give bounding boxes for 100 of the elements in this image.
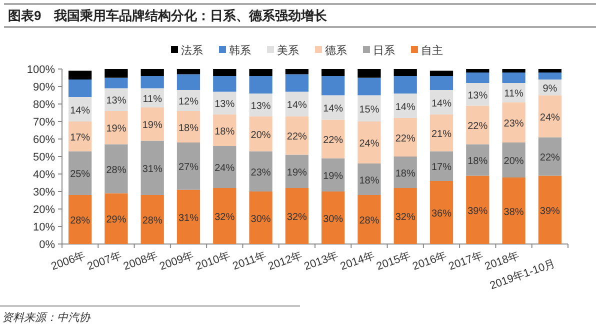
data-label: 31% — [178, 212, 199, 224]
x-tick-label: 2010年 — [194, 250, 232, 273]
bar — [285, 74, 308, 92]
legend-label: 美系 — [277, 44, 299, 57]
x-tick-label: 2007年 — [86, 250, 124, 273]
data-label: 13% — [214, 99, 235, 110]
data-label: 30% — [250, 214, 271, 225]
bar — [213, 146, 236, 188]
bar — [430, 70, 454, 76]
y-tick-label: 30% — [32, 186, 56, 198]
bar — [249, 116, 272, 152]
bar — [502, 142, 526, 178]
data-label: 14% — [431, 98, 452, 110]
bar — [502, 69, 526, 72]
bar — [394, 188, 417, 244]
x-tick-label: 2013年 — [302, 250, 340, 273]
data-label: 13% — [250, 100, 271, 112]
y-tick-label: 70% — [32, 116, 56, 128]
bar — [502, 72, 526, 83]
data-label: 24% — [214, 163, 235, 174]
bar — [249, 76, 272, 94]
x-tick-label: 2014年 — [338, 250, 376, 273]
data-label: 36% — [431, 208, 452, 220]
text: 资料来源：中汽协 — [2, 311, 91, 324]
data-label: 11% — [142, 94, 162, 105]
data-label: 30% — [323, 214, 344, 225]
data-label: 21% — [431, 128, 452, 140]
bar — [176, 190, 200, 244]
data-label: 19% — [106, 124, 126, 135]
bar — [104, 78, 128, 88]
x-tick-label: 2008年 — [122, 250, 160, 273]
x-tick-label: 2011年 — [231, 250, 268, 273]
data-label: 9% — [542, 83, 558, 94]
data-label: 23% — [504, 118, 524, 130]
data-label: 25% — [70, 169, 90, 180]
bar — [466, 69, 490, 72]
data-label: 12% — [178, 96, 199, 108]
bar — [394, 76, 417, 94]
data-label: 13% — [468, 90, 488, 102]
x-tick-label: 2016年 — [411, 250, 449, 273]
bar — [140, 69, 164, 76]
data-label: 38% — [504, 206, 524, 218]
legend-label: 自主 — [421, 44, 443, 57]
bar — [322, 76, 345, 96]
bar — [213, 69, 236, 76]
y-tick-label: 10% — [32, 222, 56, 234]
bar — [322, 192, 345, 244]
bar — [140, 195, 164, 244]
x-tick-label: 2012年 — [266, 250, 304, 273]
bar — [502, 178, 526, 244]
data-label: 31% — [142, 164, 162, 175]
bar — [430, 181, 454, 244]
data-label: 24% — [540, 112, 560, 124]
bar — [68, 195, 92, 244]
bar — [538, 69, 562, 72]
y-tick-label: 100% — [26, 64, 56, 76]
data-label: 20% — [504, 156, 524, 167]
data-label: 14% — [70, 105, 90, 116]
bar — [358, 69, 381, 78]
data-label: 32% — [395, 212, 416, 223]
bar — [285, 69, 308, 74]
bar — [68, 122, 92, 152]
data-label: 18% — [468, 156, 488, 167]
bar — [322, 120, 345, 158]
bar — [285, 116, 308, 155]
data-label: 28% — [106, 164, 126, 176]
data-label: 19% — [142, 120, 162, 132]
y-tick-label: 80% — [32, 99, 56, 111]
data-label: 19% — [286, 167, 308, 178]
data-label: 32% — [214, 212, 235, 223]
bar — [140, 76, 164, 88]
bar — [68, 80, 92, 97]
data-label: 14% — [323, 104, 344, 114]
legend-label: 日系 — [373, 44, 395, 57]
data-label: 28% — [359, 216, 380, 226]
bar — [430, 76, 454, 90]
x-tick-label: 2015年 — [374, 250, 412, 273]
bar — [502, 102, 526, 142]
data-label: 18% — [359, 175, 380, 186]
bar — [394, 69, 417, 76]
x-tick-label: 2017年 — [447, 250, 485, 273]
bar — [176, 74, 200, 90]
data-label: 14% — [286, 100, 308, 111]
data-label: 22% — [540, 152, 560, 164]
bar — [68, 151, 92, 195]
bar — [538, 137, 562, 176]
data-label: 29% — [106, 214, 126, 226]
bar — [358, 78, 381, 96]
y-tick-label: 20% — [32, 204, 56, 216]
x-tick-label: 2006年 — [50, 250, 88, 273]
bar — [104, 144, 128, 194]
data-label: 22% — [323, 135, 344, 146]
data-label: 23% — [250, 167, 271, 178]
bar — [285, 188, 308, 244]
bar — [104, 193, 128, 244]
bar — [466, 176, 490, 244]
bar — [176, 69, 200, 74]
bar — [140, 140, 164, 195]
bar — [249, 192, 272, 244]
y-tick-label: 50% — [32, 152, 56, 164]
